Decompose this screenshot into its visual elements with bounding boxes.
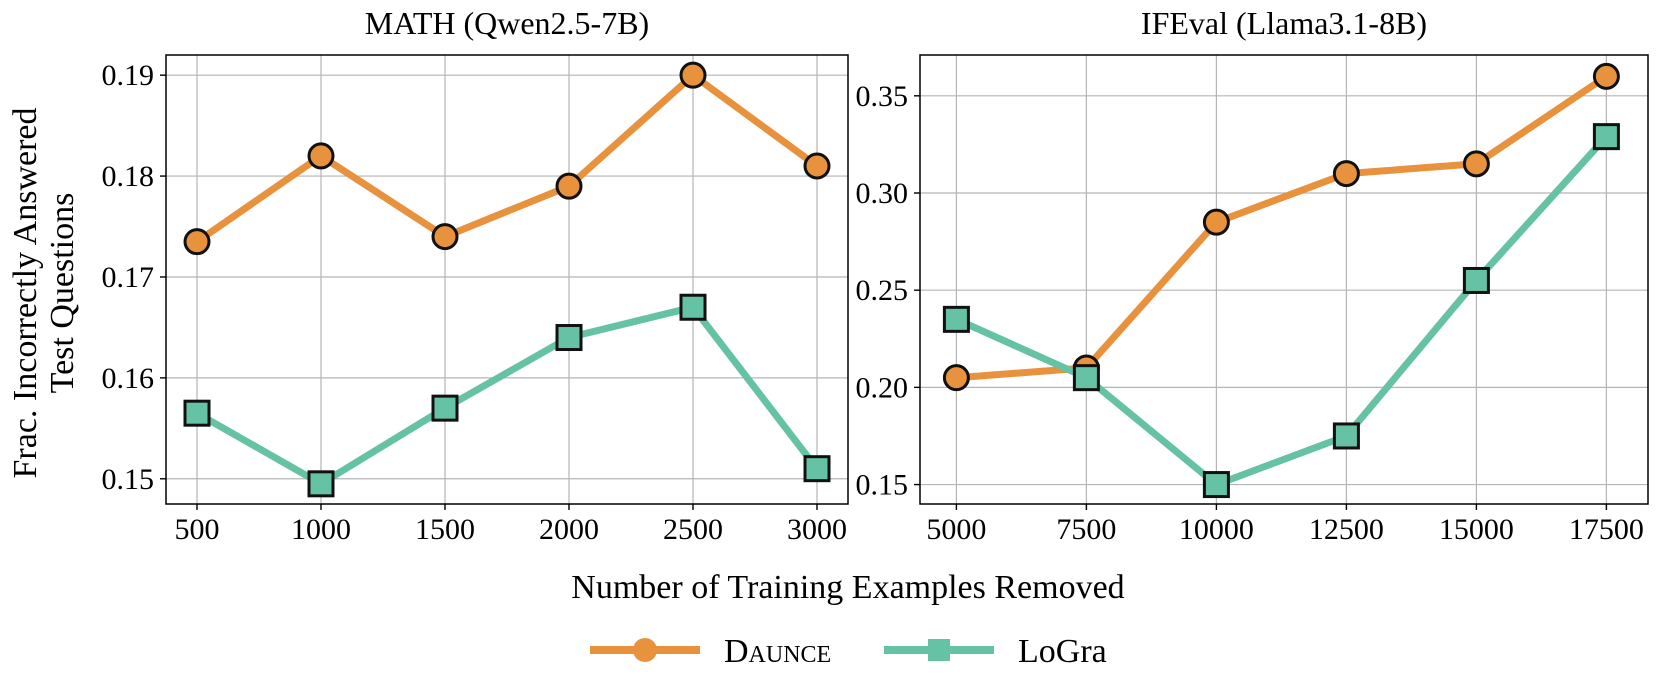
point-daunce [555,172,583,200]
panel-1: MATH (Qwen2.5-7B) 500 1000 1500 2000 2500 3000… [102,5,849,546]
panel-1-title: MATH (Qwen2.5-7B) [365,5,649,41]
y-tick-label: 0.17 [102,261,155,294]
point-logra [183,399,211,427]
point-logra [1592,123,1620,151]
series-line-daunce [952,72,1610,382]
legend: Daunce LoGra [590,633,1107,670]
y-axis-label-line1: Frac. Incorrectly Answered [7,107,44,478]
x-tick-label: 15000 [1439,513,1514,546]
y-tick-label: 0.30 [856,177,909,210]
point-daunce [431,223,459,251]
x-tick-label: 1000 [291,513,351,546]
x-tick-label: 12500 [1309,513,1384,546]
point-daunce [307,142,335,170]
y-axis-label-line2: Test Questions [44,193,81,394]
y-tick-label: 0.16 [102,362,155,395]
point-daunce [183,228,211,256]
series-line-logra [952,133,1610,489]
point-daunce [1332,160,1360,188]
point-logra [1462,266,1490,294]
point-logra [803,455,831,483]
y-tick-label: 0.35 [856,80,909,113]
legend-logra-label: LoGra [1018,633,1107,670]
point-logra [679,293,707,321]
x-tick-label: 1500 [415,513,475,546]
point-daunce [942,364,970,392]
panel-1-frame [165,54,849,505]
series-line-logra [193,303,821,488]
y-tick-label: 0.25 [856,274,909,307]
point-logra [1202,471,1230,499]
y-tick-label: 0.19 [102,59,155,92]
x-tick-label: 2500 [663,513,723,546]
x-tick-label: 2000 [539,513,599,546]
panel-2-frame [919,54,1649,505]
point-daunce [803,152,831,180]
x-tick-label: 3000 [787,513,847,546]
y-tick-label: 0.15 [102,463,155,496]
x-tick-label: 500 [175,513,220,546]
x-tick-label: 5000 [926,513,986,546]
legend-daunce-marker [633,638,657,662]
y-tick-label: 0.20 [856,371,909,404]
y-tick-label: 0.15 [856,469,909,502]
point-logra [431,394,459,422]
series-line-daunce [193,71,821,246]
x-tick-label: 17500 [1569,513,1644,546]
panel-2-title: IFEval (Llama3.1-8B) [1141,5,1427,41]
point-daunce [1462,150,1490,178]
point-daunce [679,61,707,89]
legend-daunce-label: Daunce [724,633,831,670]
point-logra [307,470,335,498]
point-logra [555,324,583,352]
point-logra [1332,422,1360,450]
point-daunce [1202,208,1230,236]
point-daunce [1592,62,1620,90]
x-axis-label: Number of Training Examples Removed [571,569,1124,606]
point-logra [1072,364,1100,392]
point-logra [942,305,970,333]
panel-2: IFEval (Llama3.1-8B) 5000 7500 10000 12500 15… [856,5,1649,546]
y-tick-label: 0.18 [102,160,155,193]
x-tick-label: 10000 [1179,513,1254,546]
x-tick-label: 7500 [1056,513,1116,546]
legend-logra-marker [928,639,950,661]
